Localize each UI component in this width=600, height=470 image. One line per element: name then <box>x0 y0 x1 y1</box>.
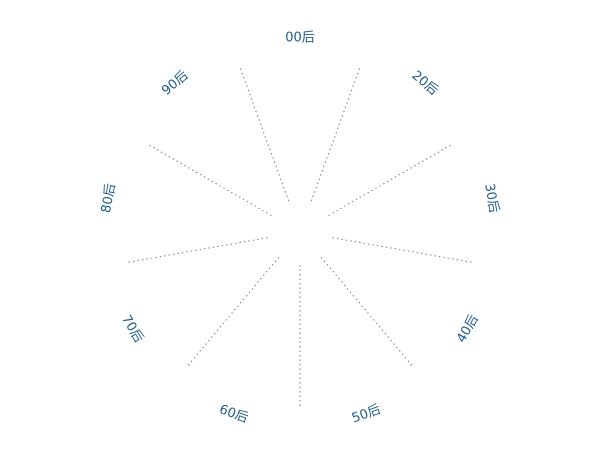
radar-spokes <box>127 67 473 407</box>
radar-category-labels: 00后 20后 30后 40后 50后 60后 70后 80后 90后 <box>99 31 501 427</box>
radar-category-label: 40后 <box>454 312 482 345</box>
radar-category-label: 80后 <box>99 182 119 214</box>
radar-category-label: 60后 <box>217 402 250 426</box>
radar-axis-line <box>332 237 473 263</box>
radar-axis-line <box>328 144 452 216</box>
radar-axis-line <box>310 67 361 202</box>
radar-category-label: 70后 <box>118 312 146 345</box>
radar-category-label: 20后 <box>409 68 441 98</box>
radar-axis-line <box>187 256 280 367</box>
radar-category-label: 30后 <box>481 182 501 214</box>
radar-category-label: 90后 <box>159 68 191 98</box>
radar-axis-line <box>148 144 272 216</box>
radar-axis-line <box>127 237 268 263</box>
radar-axis-line <box>239 67 290 202</box>
radar-category-label: 00后 <box>285 31 315 46</box>
radar-category-label: 50后 <box>350 402 383 426</box>
radar-axis-line <box>320 256 413 367</box>
